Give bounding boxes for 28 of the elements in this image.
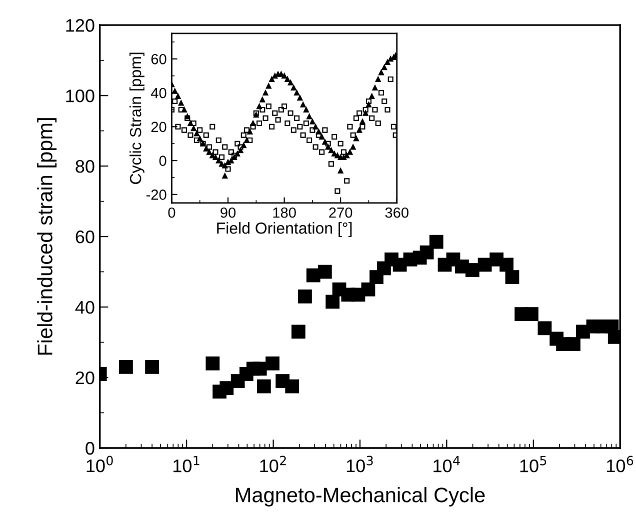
x-axis-title: Field Orientation [°] (217, 222, 352, 237)
y-tick-label: 120 (66, 19, 94, 32)
y-tick-label: 40 (150, 88, 166, 98)
y-tick-label: 80 (76, 160, 94, 173)
x-tick-label: 10$^{1}$ (173, 456, 200, 472)
x-tick-label: 10$^{5}$ (520, 456, 546, 472)
y-axis-title: Cyclic Strain [ppm] (130, 52, 144, 184)
y-tick-label: 60 (151, 54, 166, 64)
x-tick-label: 10$^{3}$ (346, 456, 373, 472)
y-tick-label: 0 (159, 156, 166, 166)
x-tick-label: 180 (273, 207, 296, 218)
x-axis-title: Magneto-Mechanical Cycle (236, 487, 485, 506)
x-tick-label: 10$^{2}$ (260, 456, 286, 472)
x-tick-label: 360 (385, 207, 408, 218)
y-tick-label: 0 (86, 442, 94, 455)
y-tick-label: 40 (75, 300, 94, 314)
x-tick-label: 0 (168, 207, 176, 218)
y-axis-title: Field-induced strain [ppm] (37, 118, 57, 355)
x-tick-label: 90 (220, 207, 236, 218)
y-tick-label: 60 (76, 230, 94, 244)
x-tick-label: 10$^{6}$ (607, 456, 634, 472)
x-tick-label: 270 (329, 207, 352, 218)
y-tick-label: -20 (146, 190, 166, 200)
x-tick-label: 10$^{4}$ (434, 456, 460, 472)
x-tick-label: 10$^{0}$ (86, 456, 113, 472)
y-tick-label: 20 (151, 122, 166, 132)
y-tick-label: 100 (66, 90, 94, 102)
y-tick-label: 20 (76, 371, 94, 384)
